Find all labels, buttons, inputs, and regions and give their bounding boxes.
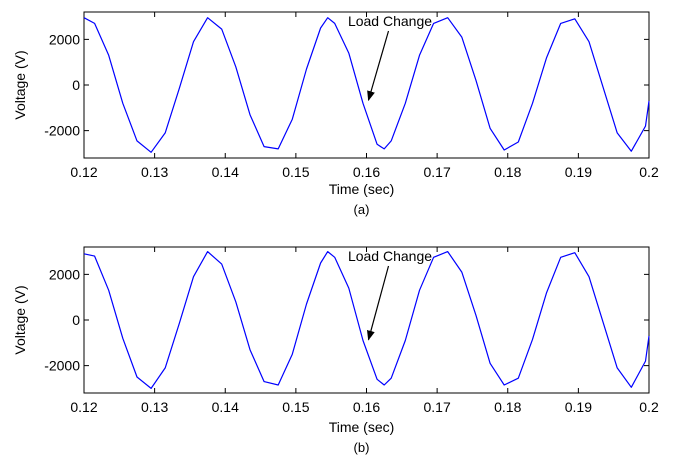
x-tick-label: 0.17 xyxy=(424,399,451,415)
plot-area-frame xyxy=(83,11,650,159)
x-axis-label: Time (sec) xyxy=(329,419,395,435)
panel-caption: (b) xyxy=(354,440,370,455)
x-tick-label: 0.13 xyxy=(141,399,168,415)
y-axis-label: Voltage (V) xyxy=(12,285,28,354)
x-tick-label: 0.14 xyxy=(212,164,239,180)
series-line xyxy=(83,251,650,389)
y-tick-label: 2000 xyxy=(49,31,80,47)
x-tick-label: 0.12 xyxy=(70,164,97,180)
x-tick-label: 0.19 xyxy=(565,399,592,415)
x-tick-label: 0.17 xyxy=(424,164,451,180)
y-tick-label: -2000 xyxy=(44,123,80,139)
x-tick-label: 0.15 xyxy=(282,399,309,415)
x-tick-label: 0.13 xyxy=(141,164,168,180)
x-tick-label: 0.19 xyxy=(565,164,592,180)
x-tick-label: 0.14 xyxy=(212,399,239,415)
y-tick-label: -2000 xyxy=(44,358,80,374)
chart-panel-a: 0.12 0.13 0.14 0.15 0.16 0.17 0.18 0.19 0.2 2000 0… xyxy=(12,11,659,217)
x-tick-label: 0.12 xyxy=(70,399,97,415)
series-line xyxy=(83,17,650,153)
x-tick-label: 0.16 xyxy=(353,399,380,415)
y-axis-label: Voltage (V) xyxy=(12,50,28,119)
x-tick-label: 0.2 xyxy=(639,399,659,415)
plot-area-frame xyxy=(83,246,650,394)
x-tick-label: 0.2 xyxy=(639,164,659,180)
panel-caption: (a) xyxy=(354,202,370,217)
annotation-arrow xyxy=(367,30,390,102)
y-tick-label: 0 xyxy=(72,77,80,93)
chart-panel-b: 0.12 0.13 0.14 0.15 0.16 0.17 0.18 0.19 0.2 2000 0… xyxy=(12,246,659,455)
annotation-arrow xyxy=(366,265,390,341)
y-tick-label: 0 xyxy=(72,312,80,328)
x-axis-label: Time (sec) xyxy=(329,181,395,197)
x-tick-label: 0.18 xyxy=(494,164,521,180)
x-tick-label: 0.18 xyxy=(494,399,521,415)
annotation-label: Load Change xyxy=(348,13,432,29)
x-tick-label: 0.16 xyxy=(353,164,380,180)
x-tick-label: 0.15 xyxy=(282,164,309,180)
y-tick-label: 2000 xyxy=(49,266,80,282)
annotation-label: Load Change xyxy=(348,248,432,264)
